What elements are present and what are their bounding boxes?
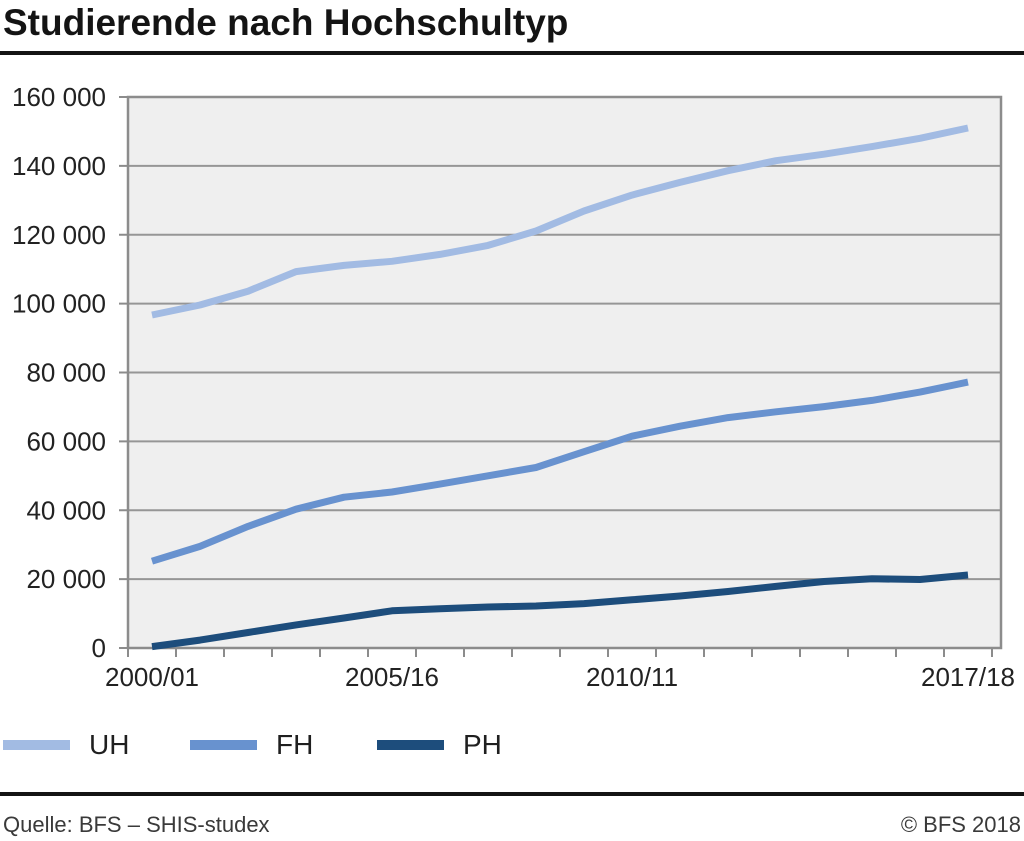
x-axis-tick-label: 2005/16: [345, 662, 439, 692]
chart-legend: UH FH PH: [0, 729, 1024, 761]
line-chart: 0 20 000 40 000 60 000 80 000 100 000 120 000 1…: [0, 80, 1024, 710]
legend-swatch-ph: [377, 740, 444, 750]
y-axis-tick-label: 40 000: [26, 495, 106, 525]
y-axis-tick-label: 0: [92, 633, 106, 663]
legend-swatch-fh: [190, 740, 257, 750]
series-line-ph: [151, 571, 969, 651]
source-text: Quelle: BFS – SHIS-studex: [3, 812, 270, 837]
x-axis-tick-label: 2017/18: [921, 662, 1015, 692]
y-axis-tick-label: 100 000: [12, 289, 106, 319]
y-axis-tick-label: 80 000: [26, 358, 106, 388]
series-line-uh: [151, 124, 969, 319]
title-rule: [0, 51, 1024, 55]
y-axis-tick-label: 120 000: [12, 220, 106, 250]
legend-item-uh: UH: [3, 729, 129, 761]
series-line-fh: [150, 378, 969, 565]
y-axis-tick-label: 20 000: [26, 564, 106, 594]
x-axis-tick-label: 2010/11: [586, 662, 678, 692]
legend-label-ph: PH: [463, 729, 502, 760]
legend-item-ph: PH: [377, 729, 502, 761]
legend-swatch-uh: [3, 740, 70, 750]
legend-item-fh: FH: [190, 729, 313, 761]
page-title: Studierende nach Hochschultyp: [3, 2, 569, 43]
x-axis-tick-label: 2000/01: [105, 662, 199, 692]
y-axis-tick-label: 160 000: [12, 82, 106, 112]
legend-label-fh: FH: [276, 729, 314, 760]
chart-svg: 0 20 000 40 000 60 000 80 000 100 000 120 000 1…: [12, 82, 1015, 692]
y-axis-tick-label: 60 000: [26, 426, 106, 456]
legend-label-uh: UH: [89, 729, 130, 760]
copyright-text: © BFS 2018: [900, 812, 1021, 837]
plot-border: [126, 95, 1003, 650]
footer: Quelle: BFS – SHIS-studex © BFS 2018: [3, 812, 1021, 838]
y-axis-tick-label: 140 000: [12, 151, 106, 181]
footer-rule: [0, 792, 1024, 796]
